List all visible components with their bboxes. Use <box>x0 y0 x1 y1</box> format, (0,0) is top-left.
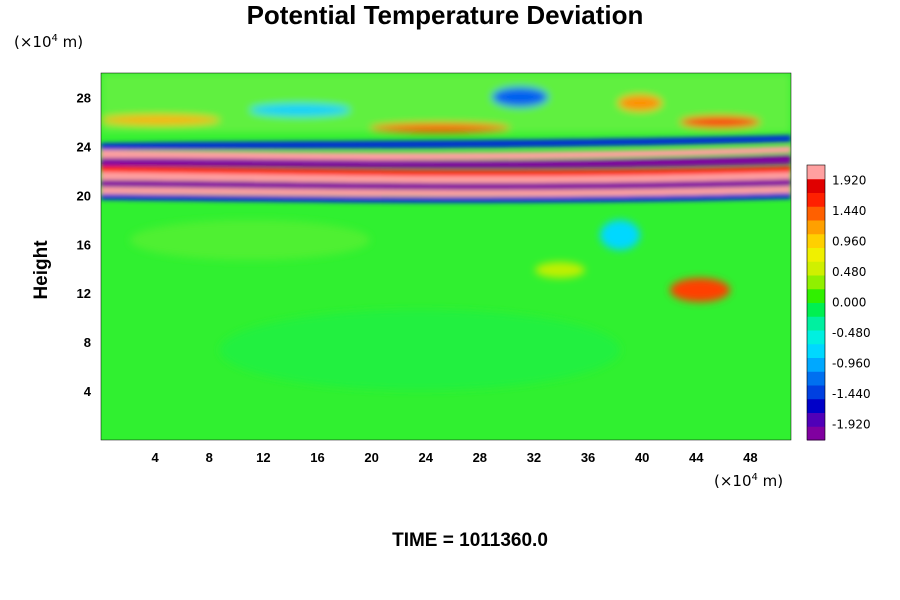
y-axis-unit: (×104 m) <box>14 33 83 51</box>
colorbar-swatch <box>807 302 825 317</box>
band-lower-blue <box>101 193 791 203</box>
colorbar-swatch <box>807 261 825 276</box>
y-tick-label: 8 <box>84 335 91 350</box>
x-tick-label: 36 <box>581 450 595 465</box>
x-tick-label: 48 <box>743 450 757 465</box>
colorbar-ticks: 1.920 1.440 0.960 0.480 0.000 -0.480 -0.960 -1.… <box>832 173 871 431</box>
colorbar-tick-label: 0.480 <box>832 265 866 279</box>
band-upper-blue <box>101 135 791 150</box>
x-tick-label: 16 <box>310 450 324 465</box>
colorbar-tick-label: -0.960 <box>832 357 871 371</box>
colorbar-swatch <box>807 192 825 207</box>
band-lower-pink <box>101 186 791 197</box>
light-region-bottom <box>220 310 620 390</box>
y-axis-ticks: 4 8 12 16 20 24 28 <box>77 90 92 399</box>
x-unit-suffix: m) <box>757 472 784 490</box>
colorbar-swatch <box>807 233 825 248</box>
x-unit-prefix: (×10 <box>714 472 752 490</box>
band-lower-purple <box>101 179 791 191</box>
band-mid-purple <box>101 155 791 169</box>
colorbar-tick-label: -1.920 <box>832 418 871 432</box>
y-tick-label: 4 <box>84 384 92 399</box>
cool-streak-left <box>250 104 350 116</box>
colorbar-swatch <box>807 206 825 221</box>
colorbar-swatch <box>807 275 825 290</box>
colorbar-tick-label: 1.920 <box>832 173 866 187</box>
colorbar-swatch <box>807 357 825 372</box>
y-unit-prefix: (×10 <box>14 33 52 51</box>
warm-streak-left <box>101 115 220 125</box>
colorbar-tick-label: -1.440 <box>832 387 871 401</box>
band-mid-pink <box>101 172 791 184</box>
colorbar-swatch <box>807 330 825 345</box>
y-tick-label: 12 <box>77 286 91 301</box>
colorbar-swatch <box>807 385 825 400</box>
colorbar-tick-label: 1.440 <box>832 204 866 218</box>
chart-title: Potential Temperature Deviation <box>246 0 644 30</box>
lower-turbulence <box>130 220 730 390</box>
colorbar-swatch <box>807 178 825 193</box>
colorbar-frame <box>806 164 826 441</box>
colorbar-swatch <box>807 165 825 180</box>
warm-streak-mid <box>370 123 510 133</box>
x-tick-label: 32 <box>527 450 541 465</box>
x-tick-label: 20 <box>364 450 378 465</box>
x-axis-unit: (×104 m) <box>714 472 783 490</box>
colorbar-swatch <box>807 426 825 441</box>
x-tick-label: 8 <box>206 450 213 465</box>
x-tick-label: 4 <box>152 450 160 465</box>
x-tick-label: 28 <box>473 450 487 465</box>
y-tick-label: 28 <box>77 90 91 105</box>
y-tick-label: 20 <box>77 188 91 203</box>
colorbar-swatch <box>807 371 825 386</box>
x-tick-label: 40 <box>635 450 649 465</box>
warm-streak-right <box>680 116 760 128</box>
colorbar-swatch <box>807 316 825 331</box>
colorbar-swatch <box>807 398 825 413</box>
colorbar-swatch <box>807 288 825 303</box>
band-upper-pink <box>101 146 791 161</box>
y-tick-label: 24 <box>77 139 92 154</box>
upper-wave-base <box>101 73 791 133</box>
x-tick-label: 44 <box>689 450 704 465</box>
colorbar <box>806 164 826 441</box>
upper-wave-region <box>101 73 791 133</box>
plot-frame <box>100 72 792 441</box>
jet-bands <box>101 135 791 203</box>
warm-patch-top <box>618 95 662 111</box>
light-region-left <box>130 220 370 260</box>
colorbar-swatch <box>807 343 825 358</box>
heatmap-field <box>101 73 791 440</box>
time-label: TIME = 1011360.0 <box>392 530 548 551</box>
yellow-eddy <box>535 262 585 278</box>
colorbar-swatch <box>807 412 825 427</box>
warm-eddy <box>670 278 730 302</box>
colorbar-tick-label: 0.960 <box>832 234 866 248</box>
x-unit-exponent: 4 <box>751 472 758 483</box>
cold-patch-top <box>492 87 548 107</box>
y-unit-exponent: 4 <box>51 33 58 44</box>
colorbar-tick-label: -0.480 <box>832 326 871 340</box>
colorbar-tick-label: 0.000 <box>832 296 866 310</box>
cool-eddy <box>600 220 640 250</box>
y-tick-label: 16 <box>77 237 91 252</box>
x-tick-label: 24 <box>418 450 433 465</box>
x-axis-ticks: 4 8 12 16 20 24 28 32 36 40 44 48 <box>152 450 758 465</box>
x-tick-label: 12 <box>256 450 270 465</box>
colorbar-swatch <box>807 247 825 262</box>
colorbar-swatch <box>807 220 825 235</box>
y-unit-suffix: m) <box>57 33 84 51</box>
